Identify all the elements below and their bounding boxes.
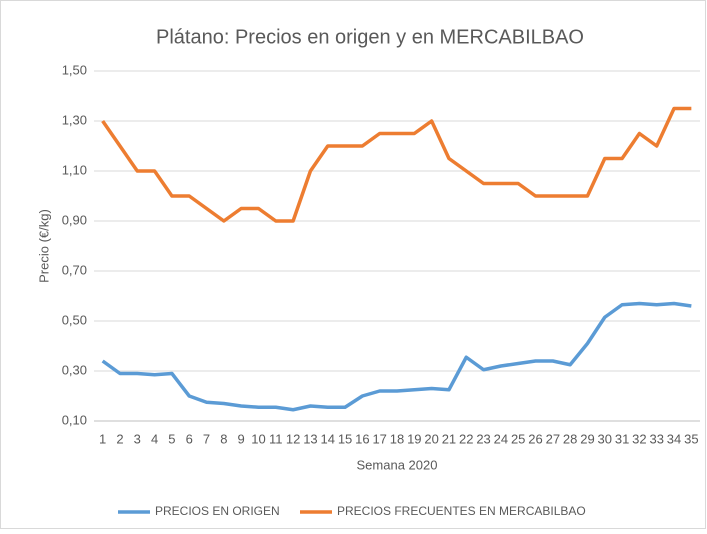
x-tick-label: 4	[151, 431, 158, 446]
x-tick-label: 10	[251, 431, 265, 446]
y-tick-label: 1,30	[62, 112, 87, 127]
y-tick-label: 0,10	[62, 412, 87, 427]
x-tick-label: 18	[390, 431, 404, 446]
x-tick-label: 20	[424, 431, 438, 446]
x-tick-label: 31	[615, 431, 629, 446]
x-tick-label: 17	[372, 431, 386, 446]
x-tick-label: 16	[355, 431, 369, 446]
x-tick-label: 24	[494, 431, 508, 446]
x-tick-label: 22	[459, 431, 473, 446]
x-tick-label: 19	[407, 431, 421, 446]
x-tick-label: 13	[303, 431, 317, 446]
x-tick-label: 32	[632, 431, 646, 446]
x-tick-label: 11	[269, 431, 283, 446]
y-axis-label: Precio (€/kg)	[36, 209, 51, 283]
y-tick-label: 0,50	[62, 312, 87, 327]
x-tick-label: 29	[580, 431, 594, 446]
line-series	[101, 106, 692, 223]
x-tick-label: 7	[203, 431, 210, 446]
x-tick-label: 33	[649, 431, 663, 446]
legend-label: PRECIOS FRECUENTES EN MERCABILBAO	[337, 504, 586, 518]
y-tick-label: 0,70	[62, 262, 87, 277]
y-tick-label: 1,50	[62, 62, 87, 77]
x-tick-label: 9	[238, 431, 245, 446]
x-tick-label: 2	[116, 431, 123, 446]
x-tick-label: 6	[186, 431, 193, 446]
x-tick-label: 26	[528, 431, 542, 446]
x-tick-label: 1	[99, 431, 106, 446]
x-tick-label: 23	[476, 431, 490, 446]
y-tick-label: 0,30	[62, 362, 87, 377]
x-tick-label: 21	[442, 431, 456, 446]
y-tick-label: 0,90	[62, 212, 87, 227]
x-tick-label: 3	[134, 431, 141, 446]
x-tick-label: 12	[286, 431, 300, 446]
x-tick-label: 14	[321, 431, 335, 446]
x-tick-label: 28	[563, 431, 577, 446]
x-tick-label: 15	[338, 431, 352, 446]
x-tick-label: 35	[684, 431, 698, 446]
y-tick-label: 1,10	[62, 162, 87, 177]
x-tick-label: 25	[511, 431, 525, 446]
x-tick-label: 30	[598, 431, 612, 446]
x-tick-label: 8	[220, 431, 227, 446]
x-axis-label: Semana 2020	[357, 457, 438, 472]
x-tick-label: 27	[546, 431, 560, 446]
legend-label: PRECIOS EN ORIGEN	[155, 504, 280, 518]
line-series	[101, 301, 692, 412]
x-tick-label: 5	[168, 431, 175, 446]
x-tick-label: 34	[667, 431, 681, 446]
chart-title: Plátano: Precios en origen y en MERCABIL…	[156, 26, 584, 48]
